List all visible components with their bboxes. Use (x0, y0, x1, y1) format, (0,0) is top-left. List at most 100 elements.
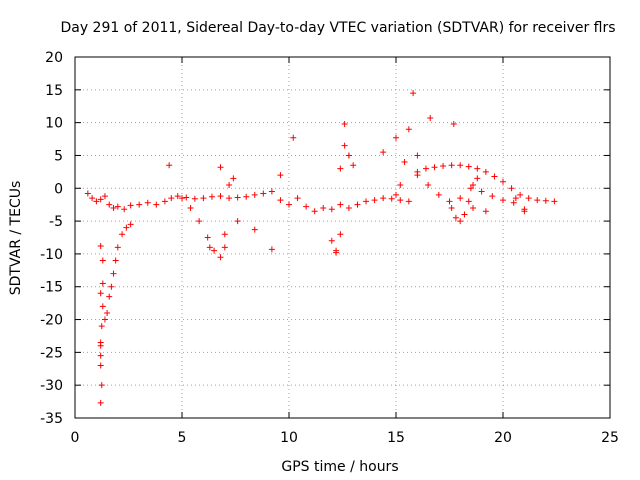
data-point (221, 244, 228, 251)
data-point (208, 193, 215, 200)
data-point (230, 175, 237, 182)
data-point (101, 193, 108, 200)
y-tick-label: 15 (45, 83, 63, 99)
data-point (452, 214, 459, 221)
data-point (345, 152, 352, 159)
data-point (345, 204, 352, 211)
series-5 (328, 142, 357, 254)
data-point (123, 224, 130, 231)
data-point (93, 198, 100, 205)
data-point (397, 197, 404, 204)
scatter-points (84, 90, 558, 406)
data-point (98, 323, 105, 330)
data-point (168, 195, 175, 202)
y-tick-label: -35 (40, 411, 63, 427)
y-tick-label: 5 (54, 148, 63, 164)
plot-frame (74, 56, 611, 419)
data-point (393, 134, 399, 141)
data-point (226, 195, 233, 202)
data-point (551, 198, 558, 205)
data-point (448, 204, 455, 211)
data-point (467, 185, 474, 192)
data-point (251, 191, 258, 198)
data-point (328, 206, 335, 213)
x-tick-label: 0 (71, 430, 80, 446)
y-tick-label: -5 (49, 214, 63, 230)
data-point (354, 201, 361, 208)
data-point (121, 206, 128, 213)
data-point (397, 181, 404, 188)
data-point (363, 198, 370, 205)
data-point (446, 198, 453, 205)
data-point (341, 142, 348, 149)
data-point (290, 134, 297, 141)
data-point (474, 165, 481, 172)
data-point (217, 164, 224, 171)
data-point (478, 188, 485, 195)
x-axis-label: GPS time / hours (281, 459, 398, 475)
data-point (234, 218, 241, 225)
data-point (405, 198, 412, 205)
data-point (101, 316, 108, 323)
data-point (211, 247, 218, 254)
data-point (508, 185, 515, 192)
data-point (217, 254, 224, 261)
data-point (97, 399, 104, 406)
data-point (517, 191, 524, 198)
x-tick-label: 5 (178, 430, 187, 446)
chart-title: Day 291 of 2011, Sidereal Day-to-day VTE… (60, 20, 615, 36)
data-point (97, 339, 104, 346)
series-0 (84, 162, 558, 215)
x-tick-label: 20 (494, 430, 512, 446)
data-point (226, 181, 233, 188)
data-point (243, 193, 250, 200)
data-point (97, 352, 104, 359)
data-point (457, 195, 464, 202)
y-tick-label: -15 (40, 280, 63, 296)
data-point (114, 203, 121, 210)
data-point (470, 204, 477, 211)
data-point (489, 193, 496, 200)
data-point (286, 201, 292, 208)
data-point (99, 303, 106, 310)
data-point (482, 208, 489, 215)
data-point (144, 199, 151, 206)
data-point (320, 204, 327, 211)
data-point (112, 257, 119, 264)
data-point (106, 201, 113, 208)
y-tick-label: -10 (40, 247, 63, 263)
y-tick-label: -20 (40, 313, 63, 329)
data-point (380, 195, 387, 202)
data-point (97, 243, 104, 250)
data-point (470, 181, 477, 188)
x-tick-label: 25 (601, 430, 619, 446)
data-point (136, 201, 143, 208)
series-7 (448, 175, 481, 225)
data-point (410, 90, 417, 97)
data-point (510, 199, 517, 206)
series-3 (179, 195, 228, 261)
data-point (425, 181, 432, 188)
data-point (405, 126, 412, 133)
data-point (161, 198, 168, 205)
y-tick-label: -25 (40, 345, 63, 361)
data-point (333, 247, 340, 254)
axis-ticks: 0 5 10 15 20 25 -35 -30 -25 -20 -15 -10 -5 0 5 10 15 20 (40, 50, 619, 446)
data-point (110, 270, 117, 277)
data-point (196, 218, 203, 225)
data-point (200, 195, 207, 202)
data-point (435, 191, 442, 198)
data-point (268, 188, 275, 195)
data-point (431, 164, 438, 171)
data-point (465, 198, 472, 205)
grid (75, 57, 610, 418)
data-point (127, 221, 134, 228)
data-point (311, 208, 318, 215)
data-point (104, 309, 111, 316)
series-4 (393, 90, 421, 198)
data-point (206, 244, 213, 251)
data-point (448, 162, 455, 169)
data-point (99, 280, 106, 287)
data-point (482, 168, 489, 175)
